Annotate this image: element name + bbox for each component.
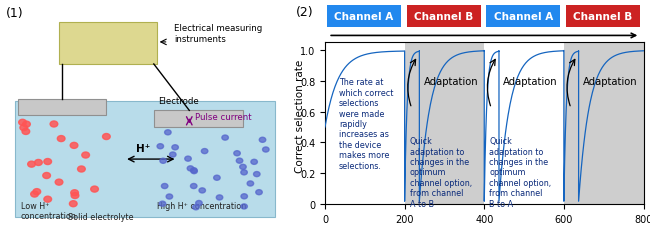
- Text: H⁺: H⁺: [136, 144, 151, 154]
- Bar: [404, 43, 484, 204]
- Circle shape: [222, 135, 228, 140]
- Circle shape: [19, 120, 27, 126]
- Text: Correct selection rate: Correct selection rate: [295, 59, 306, 172]
- Bar: [325, 43, 404, 204]
- Text: Quick
adaptation to
changes in the
optimum
channel option,
from channel
B to A: Quick adaptation to changes in the optim…: [489, 137, 552, 208]
- Circle shape: [103, 134, 111, 140]
- Text: Adaptation: Adaptation: [503, 77, 558, 87]
- Circle shape: [43, 173, 51, 179]
- Circle shape: [70, 201, 77, 207]
- Circle shape: [161, 184, 168, 189]
- Circle shape: [202, 149, 208, 154]
- Circle shape: [44, 196, 51, 202]
- FancyBboxPatch shape: [59, 23, 157, 65]
- Circle shape: [71, 193, 79, 199]
- FancyBboxPatch shape: [154, 111, 242, 127]
- Circle shape: [255, 190, 262, 195]
- Circle shape: [185, 156, 191, 161]
- Circle shape: [23, 122, 31, 128]
- Text: (1): (1): [6, 7, 23, 20]
- Circle shape: [91, 186, 98, 192]
- Circle shape: [157, 144, 164, 149]
- Circle shape: [191, 169, 198, 174]
- Circle shape: [28, 161, 35, 167]
- Circle shape: [20, 125, 27, 131]
- Circle shape: [44, 159, 51, 165]
- Circle shape: [159, 201, 166, 206]
- Circle shape: [77, 166, 85, 172]
- Text: Adaptation: Adaptation: [583, 77, 638, 87]
- Text: Electrical measuring
instruments: Electrical measuring instruments: [174, 24, 263, 44]
- Text: Quick
adaptation to
changes in the
optimum
channel option,
from channel
A to B: Quick adaptation to changes in the optim…: [410, 137, 472, 208]
- Circle shape: [254, 172, 260, 177]
- Circle shape: [214, 175, 220, 180]
- Circle shape: [241, 204, 248, 209]
- Circle shape: [70, 143, 78, 149]
- Circle shape: [196, 201, 202, 206]
- Circle shape: [216, 195, 223, 200]
- Text: Channel A: Channel A: [493, 12, 553, 22]
- Circle shape: [241, 194, 248, 199]
- Text: Electrode: Electrode: [158, 96, 199, 105]
- Circle shape: [199, 188, 205, 193]
- X-axis label: Number of selections made: Number of selections made: [408, 230, 561, 231]
- Text: The rate at
which correct
selections
were made
rapidly
increases as
the device
m: The rate at which correct selections wer…: [339, 78, 393, 170]
- Circle shape: [234, 151, 240, 156]
- Circle shape: [190, 184, 197, 189]
- Circle shape: [251, 160, 257, 165]
- Circle shape: [247, 181, 254, 186]
- Text: Low H⁺
concentration: Low H⁺ concentration: [21, 201, 77, 220]
- Circle shape: [164, 130, 171, 135]
- Bar: [484, 43, 564, 204]
- Circle shape: [259, 138, 266, 143]
- Circle shape: [166, 194, 173, 199]
- Text: High H⁺ concentration: High H⁺ concentration: [157, 201, 246, 210]
- Circle shape: [55, 179, 63, 185]
- Circle shape: [82, 152, 90, 158]
- Circle shape: [50, 122, 58, 128]
- Text: Channel B: Channel B: [573, 12, 632, 22]
- Circle shape: [237, 158, 243, 164]
- Circle shape: [71, 190, 79, 196]
- Circle shape: [240, 165, 246, 170]
- Circle shape: [160, 158, 166, 164]
- Circle shape: [192, 205, 199, 210]
- Polygon shape: [15, 102, 275, 217]
- Text: Channel A: Channel A: [334, 12, 394, 22]
- FancyBboxPatch shape: [18, 99, 107, 116]
- Text: Solid electrolyte: Solid electrolyte: [68, 212, 133, 221]
- Circle shape: [22, 129, 30, 135]
- Circle shape: [263, 147, 269, 152]
- Text: Channel B: Channel B: [414, 12, 473, 22]
- Circle shape: [31, 191, 38, 197]
- Circle shape: [33, 189, 41, 195]
- Circle shape: [240, 170, 247, 175]
- Circle shape: [187, 166, 194, 171]
- Text: Adaptation: Adaptation: [424, 77, 478, 87]
- Text: (2): (2): [296, 6, 313, 19]
- Bar: [564, 43, 644, 204]
- Circle shape: [34, 160, 42, 166]
- Circle shape: [172, 145, 178, 150]
- Text: Pulse current: Pulse current: [195, 112, 252, 121]
- Circle shape: [57, 136, 65, 142]
- Circle shape: [170, 152, 176, 157]
- Circle shape: [190, 168, 197, 173]
